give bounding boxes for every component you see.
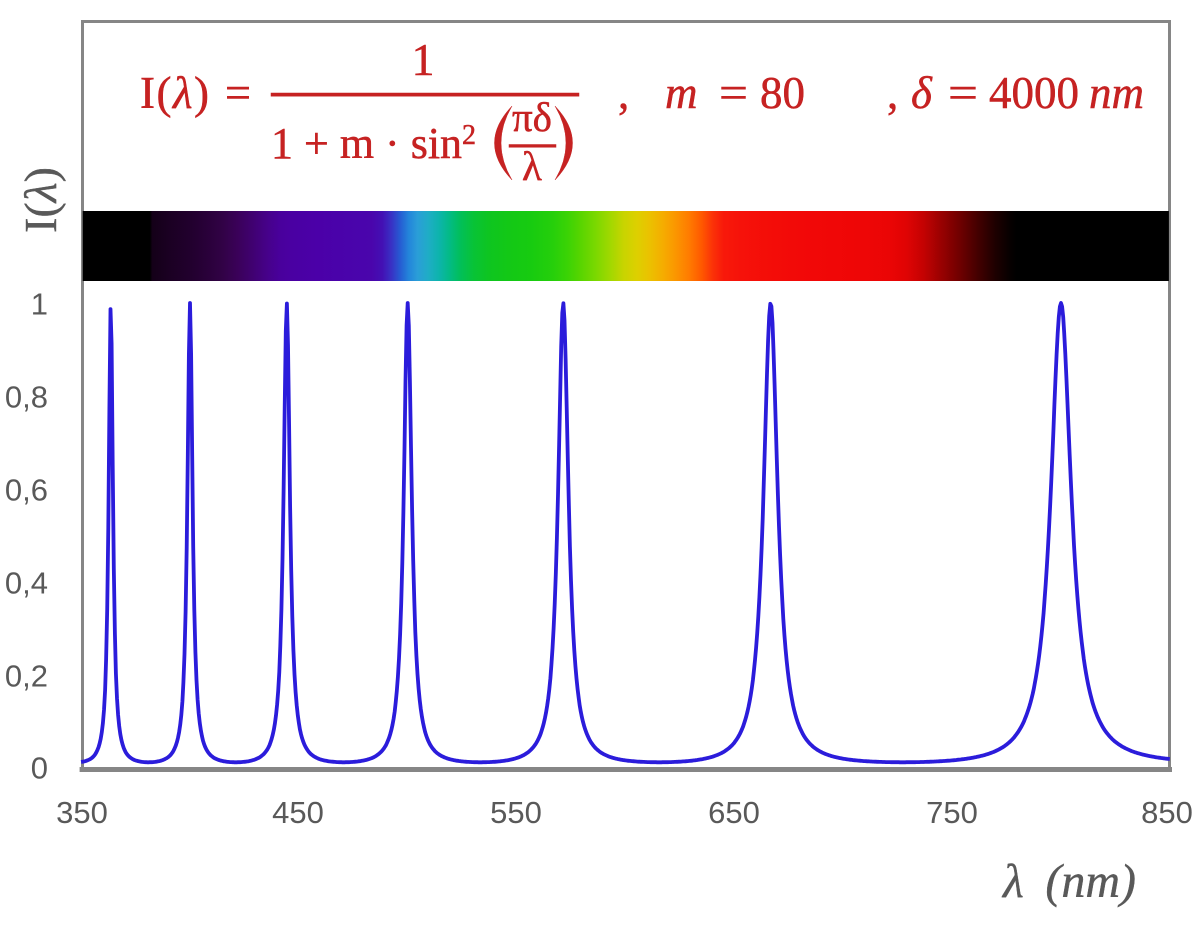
- svg-text:4000: 4000: [989, 68, 1079, 118]
- svg-text:δ: δ: [911, 68, 933, 118]
- svg-text:1 + m · sin2: 1 + m · sin2: [271, 119, 476, 168]
- svg-text:0: 0: [31, 751, 48, 786]
- svg-text:1: 1: [412, 34, 435, 85]
- svg-text:450: 450: [272, 795, 324, 830]
- svg-text:λ (nm): λ (nm): [1001, 855, 1136, 908]
- svg-text:0,6: 0,6: [5, 473, 48, 508]
- svg-text:λ: λ: [522, 143, 542, 189]
- svg-text:0,8: 0,8: [5, 380, 48, 415]
- svg-text:550: 550: [490, 795, 542, 830]
- svg-text:80: 80: [760, 68, 805, 118]
- svg-text:I(λ): I(λ): [15, 167, 66, 233]
- svg-text:750: 750: [926, 795, 978, 830]
- svg-text:nm: nm: [1089, 68, 1144, 118]
- svg-text:0,4: 0,4: [5, 566, 48, 601]
- svg-text:0,2: 0,2: [5, 659, 48, 694]
- svg-text:1: 1: [31, 287, 48, 322]
- svg-text:=: =: [719, 68, 748, 118]
- svg-text:=: =: [225, 68, 251, 118]
- svg-text:,: ,: [887, 68, 898, 118]
- svg-text:πδ: πδ: [512, 94, 552, 140]
- svg-text:I(λ): I(λ): [140, 68, 210, 118]
- svg-text:m: m: [665, 68, 698, 118]
- svg-text:,: ,: [618, 68, 629, 118]
- svg-text:850: 850: [1141, 795, 1193, 830]
- svg-text:350: 350: [56, 795, 108, 830]
- svg-text:=: =: [948, 68, 978, 118]
- svg-text:650: 650: [708, 795, 760, 830]
